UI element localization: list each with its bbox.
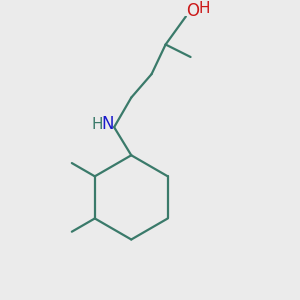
Text: H: H [91, 117, 103, 132]
Text: O: O [186, 2, 199, 20]
Text: N: N [102, 115, 114, 133]
Text: H: H [199, 2, 210, 16]
